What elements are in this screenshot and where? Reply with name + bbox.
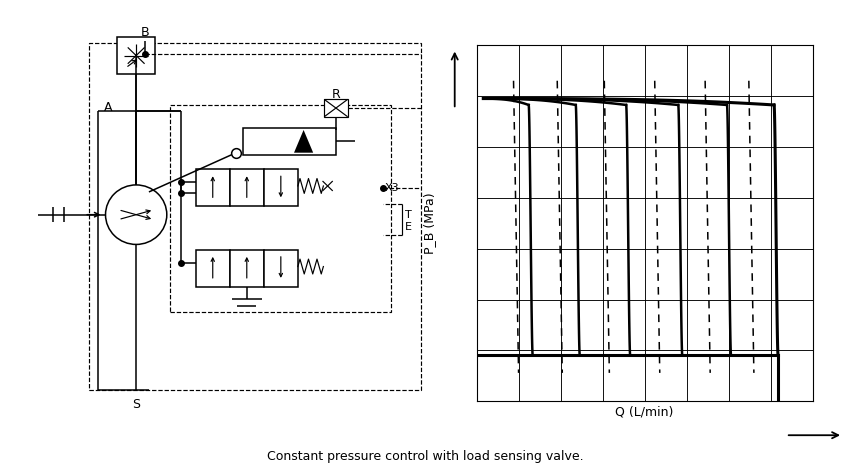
Bar bbox=[89, 43, 421, 390]
Bar bbox=[117, 37, 156, 74]
Bar bbox=[170, 105, 391, 312]
Text: P_B (MPa): P_B (MPa) bbox=[423, 192, 436, 254]
Bar bbox=[230, 250, 264, 287]
Bar bbox=[196, 169, 230, 207]
Bar bbox=[230, 169, 264, 207]
Text: Constant pressure control with load sensing valve.: Constant pressure control with load sens… bbox=[267, 450, 584, 463]
Text: T: T bbox=[405, 209, 412, 219]
Polygon shape bbox=[294, 130, 313, 152]
Bar bbox=[264, 169, 298, 207]
Bar bbox=[324, 99, 348, 117]
Text: B: B bbox=[140, 26, 149, 39]
Text: R: R bbox=[332, 88, 340, 101]
Text: A: A bbox=[105, 101, 112, 114]
Text: X3: X3 bbox=[386, 183, 400, 193]
Bar bbox=[243, 128, 336, 155]
Bar bbox=[196, 250, 230, 287]
Text: S: S bbox=[132, 398, 140, 411]
X-axis label: Q (L/min): Q (L/min) bbox=[615, 406, 674, 418]
Bar bbox=[264, 250, 298, 287]
Text: E: E bbox=[405, 222, 412, 232]
